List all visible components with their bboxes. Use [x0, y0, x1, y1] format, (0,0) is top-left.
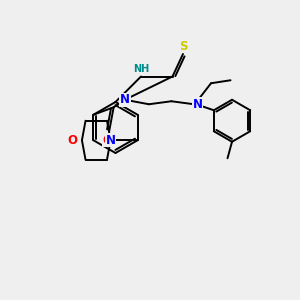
- Text: NH: NH: [133, 64, 149, 74]
- Text: N: N: [106, 134, 116, 147]
- Text: O: O: [68, 134, 77, 147]
- Text: N: N: [120, 93, 130, 106]
- Text: N: N: [193, 98, 202, 111]
- Text: S: S: [179, 40, 187, 52]
- Text: O: O: [103, 134, 113, 147]
